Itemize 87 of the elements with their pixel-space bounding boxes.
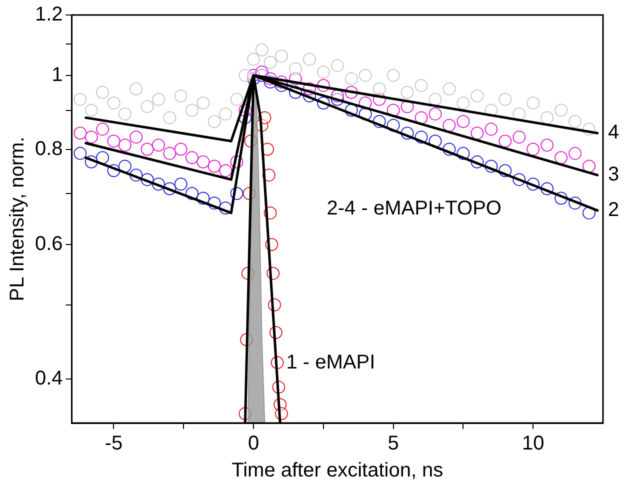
point	[163, 111, 176, 124]
point	[163, 146, 176, 160]
point	[554, 104, 568, 117]
point	[428, 107, 442, 120]
point	[186, 151, 199, 164]
point	[74, 126, 87, 140]
point	[568, 146, 582, 160]
point	[582, 160, 596, 173]
point	[118, 138, 132, 152]
point	[568, 114, 582, 128]
point	[470, 89, 484, 102]
point	[130, 82, 143, 96]
point	[288, 62, 302, 76]
point	[414, 111, 428, 124]
series-label: 4	[608, 122, 620, 144]
x-axis-title: Time after excitation, ns	[232, 460, 444, 482]
point	[498, 134, 512, 148]
point	[540, 111, 554, 124]
point	[344, 72, 358, 86]
point	[96, 122, 110, 136]
point	[118, 107, 132, 120]
point	[219, 164, 232, 178]
point	[264, 56, 277, 69]
point	[174, 178, 188, 191]
point	[174, 89, 188, 102]
point	[484, 122, 498, 136]
point	[118, 160, 132, 173]
point	[414, 78, 428, 92]
point	[400, 86, 414, 99]
annotation: 2-4 - eMAPI+TOPO	[326, 197, 502, 220]
point	[554, 151, 568, 164]
series-label: 3	[608, 164, 620, 186]
point	[428, 92, 442, 106]
point	[247, 52, 260, 66]
point	[74, 146, 87, 160]
point	[208, 160, 221, 173]
point	[152, 138, 165, 152]
point	[96, 151, 110, 164]
x-tick-label: -5	[104, 432, 123, 455]
point	[442, 82, 456, 96]
point	[442, 118, 456, 132]
point	[174, 142, 188, 156]
point	[526, 142, 540, 156]
point	[358, 68, 372, 82]
y-tick-label: 0.4	[34, 367, 63, 390]
point	[186, 104, 199, 117]
point	[456, 114, 470, 128]
point	[208, 114, 221, 128]
y-tick-label: 0.8	[34, 138, 63, 160]
point	[152, 92, 165, 106]
point	[498, 92, 512, 106]
point	[107, 96, 120, 110]
series-label: 1 - eMAPI	[286, 352, 376, 374]
point	[526, 96, 540, 110]
point	[140, 142, 154, 156]
y-tick-label: 1	[52, 64, 63, 86]
point	[74, 92, 87, 106]
point	[302, 52, 316, 66]
point	[386, 68, 400, 82]
y-axis-title: PL Intensity, norm.	[6, 136, 29, 302]
x-tick-label: 5	[388, 432, 399, 455]
point	[96, 86, 110, 99]
y-tick-label: 0.6	[34, 233, 63, 256]
point	[107, 134, 120, 148]
point	[470, 126, 484, 140]
point	[316, 66, 330, 79]
point	[130, 130, 143, 144]
point	[274, 50, 288, 63]
point	[230, 92, 244, 106]
x-tick-label: 10	[522, 432, 544, 455]
point	[140, 100, 154, 114]
point	[84, 104, 98, 117]
point	[372, 82, 386, 96]
point	[196, 155, 210, 168]
point	[512, 130, 526, 144]
point	[219, 107, 232, 120]
point	[196, 96, 210, 110]
point	[238, 68, 252, 82]
point	[255, 43, 268, 56]
series-label: 2	[608, 198, 620, 221]
point	[456, 96, 470, 110]
x-tick-label: 0	[248, 432, 260, 455]
y-tick-label: 1.2	[34, 4, 63, 26]
point	[84, 130, 98, 144]
point	[540, 138, 554, 152]
point	[330, 59, 344, 72]
point	[512, 107, 526, 120]
